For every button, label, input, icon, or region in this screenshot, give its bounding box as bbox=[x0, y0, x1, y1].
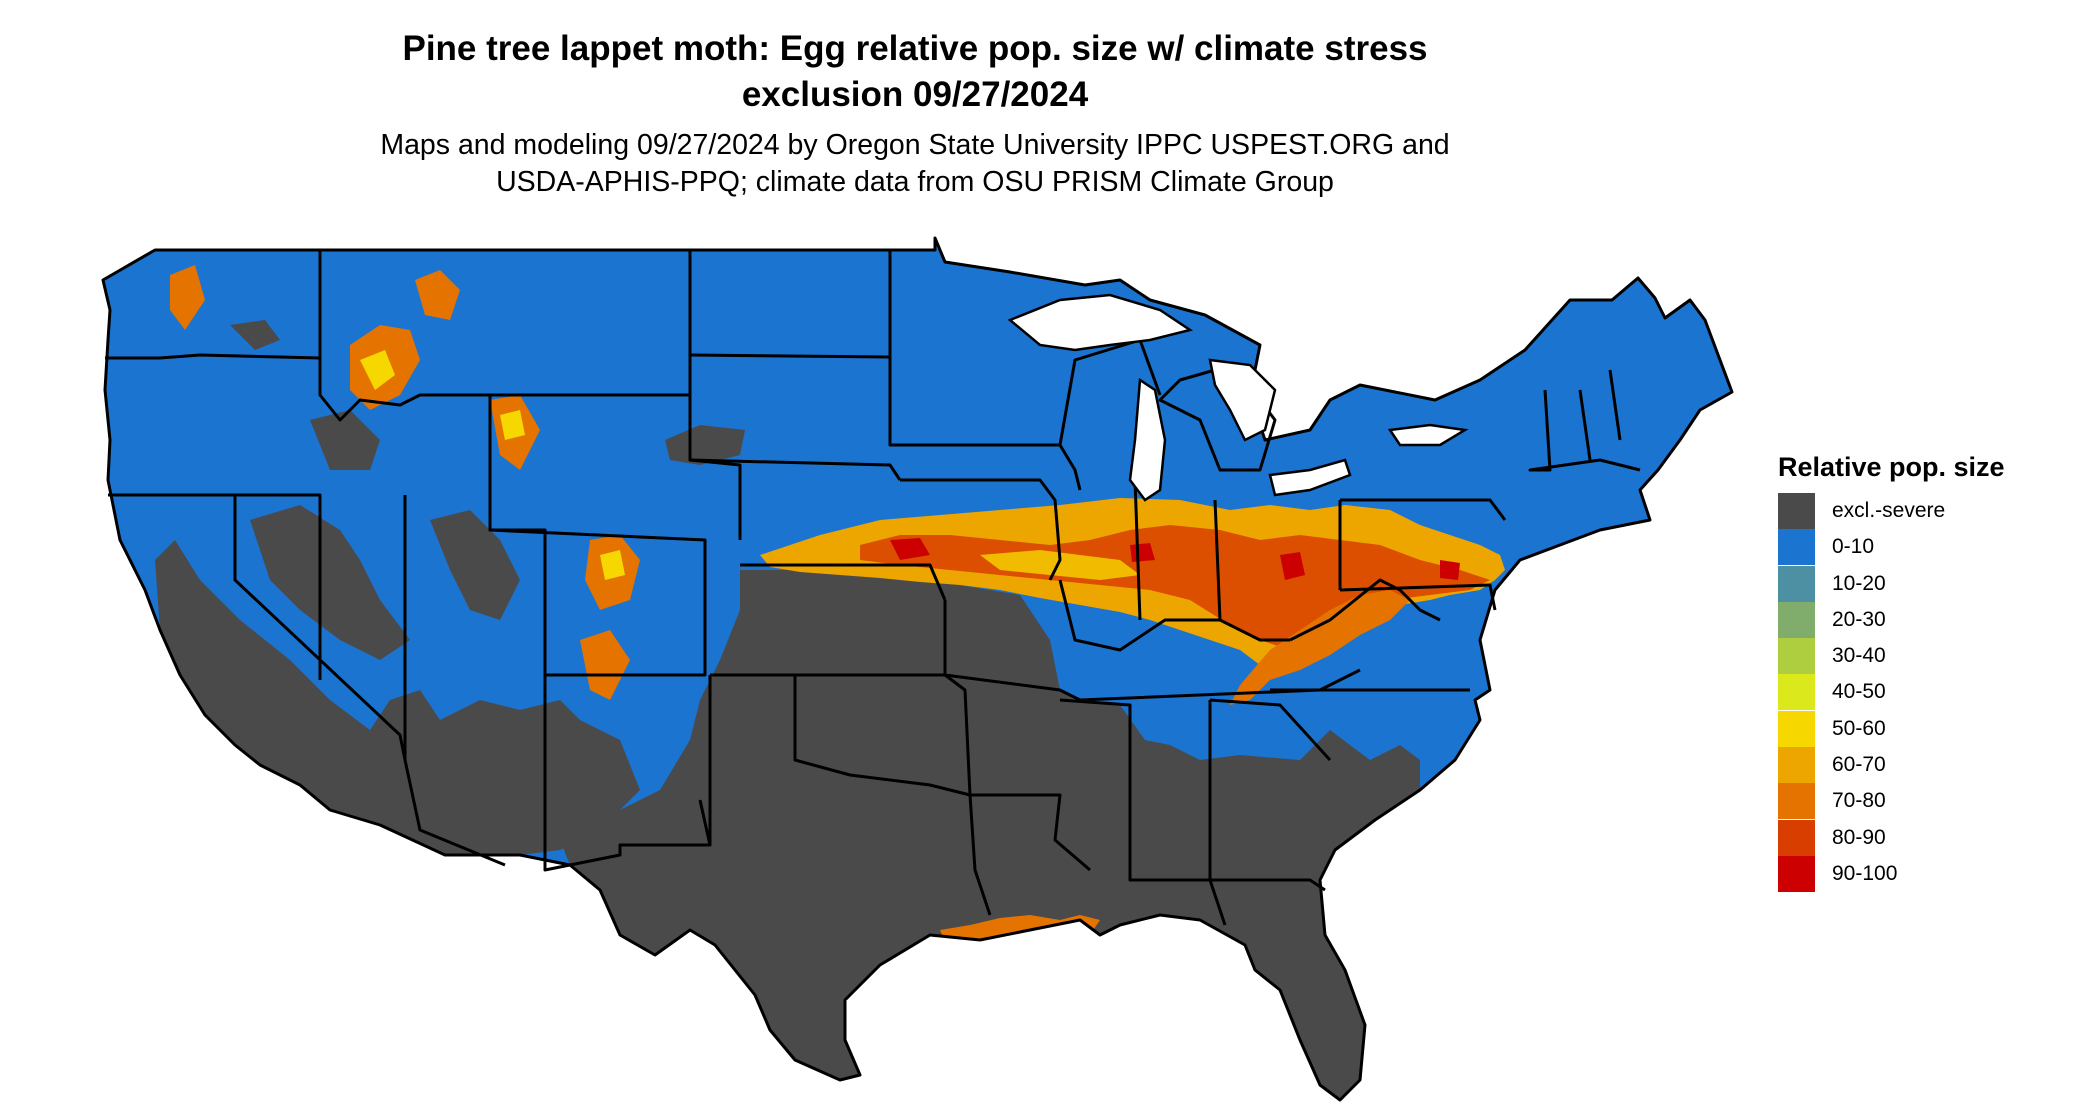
border-nm-tx bbox=[698, 675, 712, 847]
lake-superior bbox=[1007, 293, 1194, 352]
legend-item: 40-50 bbox=[1778, 674, 2005, 711]
legend-label: 20-30 bbox=[1832, 607, 1886, 631]
legend-item: 80-90 bbox=[1778, 819, 2005, 856]
border-ar-la bbox=[970, 793, 1091, 872]
legend-item: 30-40 bbox=[1778, 638, 2005, 675]
legend-item: 50-60 bbox=[1778, 710, 2005, 747]
legend-item: 10-20 bbox=[1778, 565, 2005, 602]
legend-item: 0-10 bbox=[1778, 529, 2005, 566]
border-id-mt bbox=[318, 358, 490, 422]
hotspot-band-yellow bbox=[980, 550, 1140, 580]
legend-label: 90-100 bbox=[1832, 861, 1898, 885]
legend-swatch bbox=[1778, 601, 1815, 638]
subtitle-line-2: USDA-APHIS-PPQ; climate data from OSU PR… bbox=[496, 166, 1334, 198]
hotspot-western-mountains bbox=[170, 265, 640, 700]
legend-item: excl.-severe bbox=[1778, 493, 2005, 529]
border-ky-oh-in-il bbox=[1058, 579, 1290, 652]
excluded-utah-patch bbox=[430, 510, 520, 620]
border-il-in bbox=[1133, 479, 1142, 621]
lake-michigan bbox=[1128, 377, 1167, 502]
border-ny-vt-ma bbox=[1528, 389, 1641, 472]
legend-item: 60-70 bbox=[1778, 747, 2005, 784]
excluded-washington-patch bbox=[230, 320, 280, 350]
legend-rows: excl.-severe 0-10 10-20 20-30 30-40 40-50 50-6… bbox=[1778, 493, 2005, 892]
legend-item: 90-100 bbox=[1778, 855, 2005, 892]
hotspot-appalachian bbox=[1230, 590, 1410, 705]
border-ok-tx bbox=[793, 600, 972, 797]
border-or-ca-nv bbox=[108, 493, 322, 680]
border-nh-me bbox=[1578, 369, 1622, 461]
legend-label: 40-50 bbox=[1832, 680, 1886, 704]
hotspot-gulf-coast bbox=[940, 915, 1100, 942]
border-ga-fl-sc bbox=[1209, 698, 1332, 892]
legend-swatch bbox=[1778, 638, 1815, 675]
border-ms-al-ga bbox=[1059, 698, 1227, 926]
border-wi-mi bbox=[1058, 338, 1162, 446]
legend-label: 50-60 bbox=[1832, 716, 1886, 740]
legend-label: 80-90 bbox=[1832, 825, 1886, 849]
border-ne-ks bbox=[740, 563, 947, 601]
border-ca-nv-diag bbox=[233, 495, 407, 761]
subtitle-line-1: Maps and modeling 09/27/2024 by Oregon S… bbox=[380, 129, 1450, 161]
legend-swatch bbox=[1778, 819, 1815, 856]
legend-title: Relative pop. size bbox=[1778, 452, 2005, 482]
lake-erie bbox=[1268, 458, 1352, 497]
legend-swatch bbox=[1778, 783, 1815, 820]
lake-ontario bbox=[1387, 423, 1469, 447]
legend-swatch bbox=[1778, 710, 1815, 747]
legend-label: 30-40 bbox=[1832, 644, 1886, 668]
legend-swatch bbox=[1778, 674, 1815, 711]
legend-swatch bbox=[1778, 529, 1815, 566]
legend-label: 10-20 bbox=[1832, 571, 1886, 595]
border-pa-ny bbox=[1340, 498, 1507, 521]
border-wv-va bbox=[1289, 578, 1441, 642]
state-borders bbox=[101, 236, 1734, 1102]
border-la-tx bbox=[968, 794, 992, 916]
hotspot-western-yellow bbox=[360, 350, 625, 580]
legend-label: 0-10 bbox=[1832, 535, 1875, 559]
border-wa-or-id bbox=[105, 250, 322, 360]
great-lakes bbox=[1007, 293, 1469, 502]
legend-swatch bbox=[1778, 493, 1815, 529]
title-line-2: exclusion 09/27/2024 bbox=[741, 75, 1089, 114]
map-subtitle: Maps and modeling 09/27/2024 by Oregon S… bbox=[290, 127, 1540, 201]
border-mo-ar bbox=[944, 673, 1081, 702]
excluded-great-basin-patch bbox=[250, 505, 410, 660]
title-line-1: Pine tree lappet moth: Egg relative pop.… bbox=[402, 29, 1428, 68]
legend-item: 20-30 bbox=[1778, 601, 2005, 638]
legend-swatch bbox=[1778, 855, 1815, 892]
excluded-wyoming-patch bbox=[665, 425, 745, 465]
border-in-oh bbox=[1213, 499, 1222, 621]
excluded-idaho-patch bbox=[310, 410, 380, 470]
border-wy-ne bbox=[688, 395, 742, 540]
border-mi-lower bbox=[1158, 368, 1277, 472]
legend-label: 70-80 bbox=[1832, 789, 1886, 813]
map-title: Pine tree lappet moth: Egg relative pop.… bbox=[290, 26, 1540, 118]
border-md-va bbox=[1339, 583, 1497, 611]
legend-swatch bbox=[1778, 565, 1815, 602]
border-sd-ne bbox=[689, 458, 902, 481]
border-ia-mo bbox=[900, 478, 1062, 581]
border-nv-ut-az bbox=[403, 495, 506, 867]
border-az-nm bbox=[543, 675, 710, 872]
legend-label: 60-70 bbox=[1832, 753, 1886, 777]
lake-huron bbox=[1208, 358, 1277, 442]
legend-label: excl.-severe bbox=[1832, 499, 1946, 522]
excluded-southwest-region bbox=[155, 540, 640, 855]
legend-item: 70-80 bbox=[1778, 783, 2005, 820]
excluded-south-region bbox=[560, 565, 1420, 1100]
legend-swatch bbox=[1778, 747, 1815, 784]
legend: Relative pop. size excl.-severe 0-10 10-20… bbox=[1778, 450, 2005, 892]
